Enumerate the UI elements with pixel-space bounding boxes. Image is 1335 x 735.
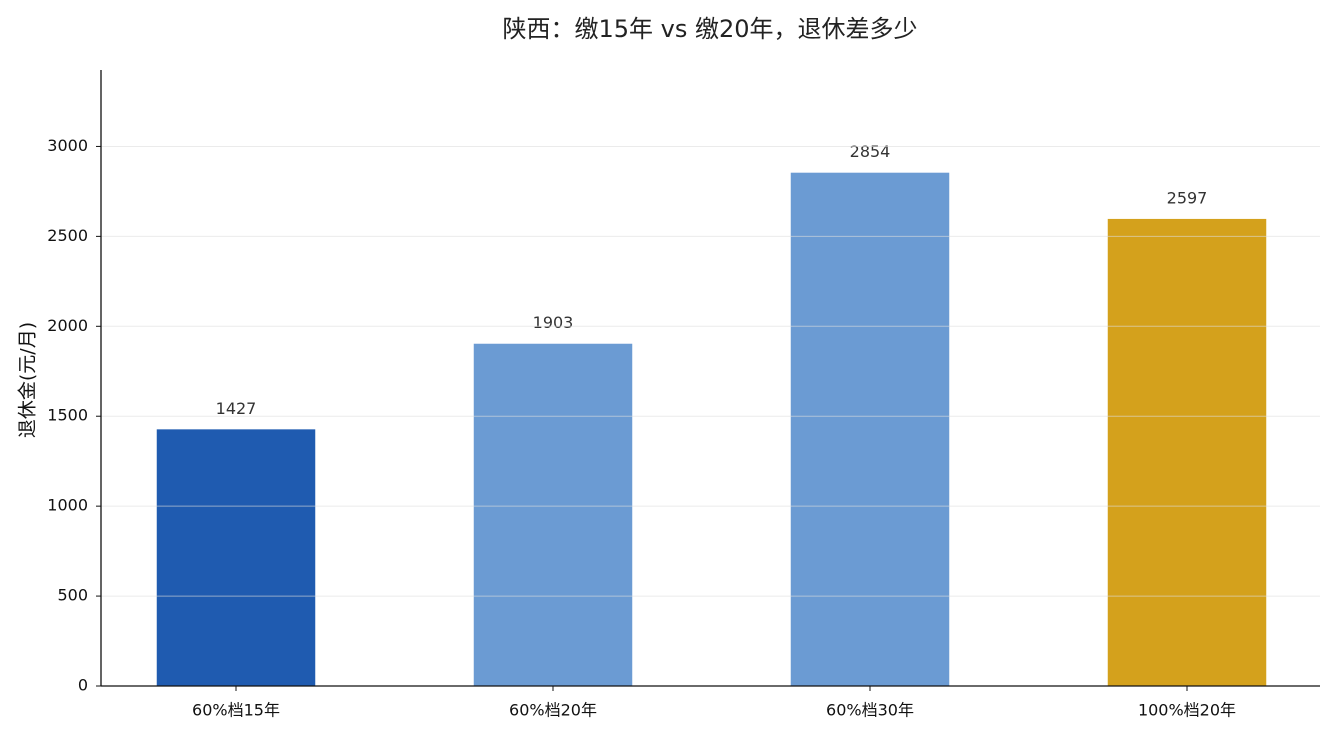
bar [790, 172, 950, 686]
y-axis-label: 退休金(元/月) [17, 322, 39, 438]
value-label: 1427 [216, 399, 257, 418]
y-tick-label: 0 [78, 676, 88, 695]
value-label: 2597 [1167, 188, 1208, 207]
bar [1107, 218, 1267, 686]
y-tick-label: 1500 [47, 406, 88, 425]
x-tick-label: 100%档20年 [1138, 701, 1236, 720]
bar [156, 429, 316, 686]
value-label: 2854 [850, 142, 891, 161]
x-tick-label: 60%档15年 [192, 701, 280, 720]
value-label: 1903 [533, 313, 574, 332]
bar [473, 343, 633, 686]
y-tick-label: 2000 [47, 316, 88, 335]
y-tick-label: 1000 [47, 496, 88, 515]
x-tick-label: 60%档20年 [509, 701, 597, 720]
x-tick-label: 60%档30年 [826, 701, 914, 720]
y-tick-label: 3000 [47, 136, 88, 155]
chart-title: 陕西：缴15年 vs 缴20年，退休差多少 [502, 15, 917, 43]
y-tick-label: 500 [57, 586, 88, 605]
y-tick-label: 2500 [47, 226, 88, 245]
